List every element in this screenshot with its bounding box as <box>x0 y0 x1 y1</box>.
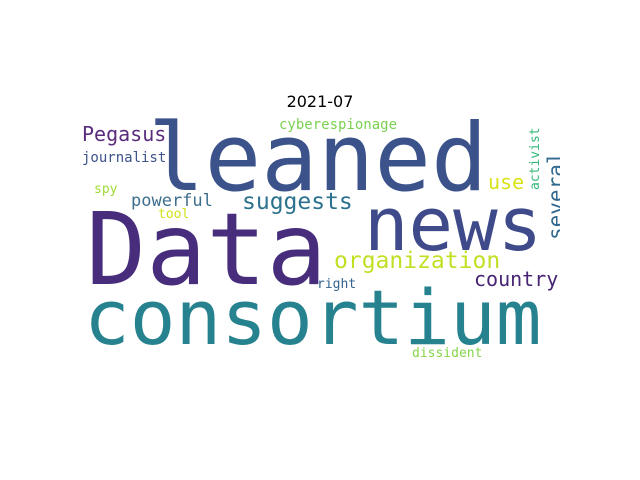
word-activist: activist <box>528 127 543 190</box>
word-use: use <box>488 170 525 194</box>
word-cloud: leaned Data news consortium organization… <box>80 116 560 368</box>
word-several: several <box>544 151 560 240</box>
word-journalist: journalist <box>82 150 167 166</box>
word-dissident: dissident <box>412 346 483 361</box>
word-suggests: suggests <box>242 189 353 215</box>
word-data: Data <box>86 191 327 308</box>
word-powerful: powerful <box>131 191 213 211</box>
word-country: country <box>474 267 559 291</box>
word-news: news <box>364 182 543 268</box>
chart-title: 2021-07 <box>286 92 354 111</box>
word-right: right <box>317 277 357 292</box>
word-spy: spy <box>94 182 118 197</box>
word-organization: organization <box>334 248 501 274</box>
word-tool: tool <box>158 207 190 222</box>
word-consortium: consortium <box>84 273 542 362</box>
word-leaned: leaned <box>148 116 488 213</box>
word-cyberespionage: cyberespionage <box>279 117 398 133</box>
word-pegasus: Pegasus <box>82 122 167 146</box>
